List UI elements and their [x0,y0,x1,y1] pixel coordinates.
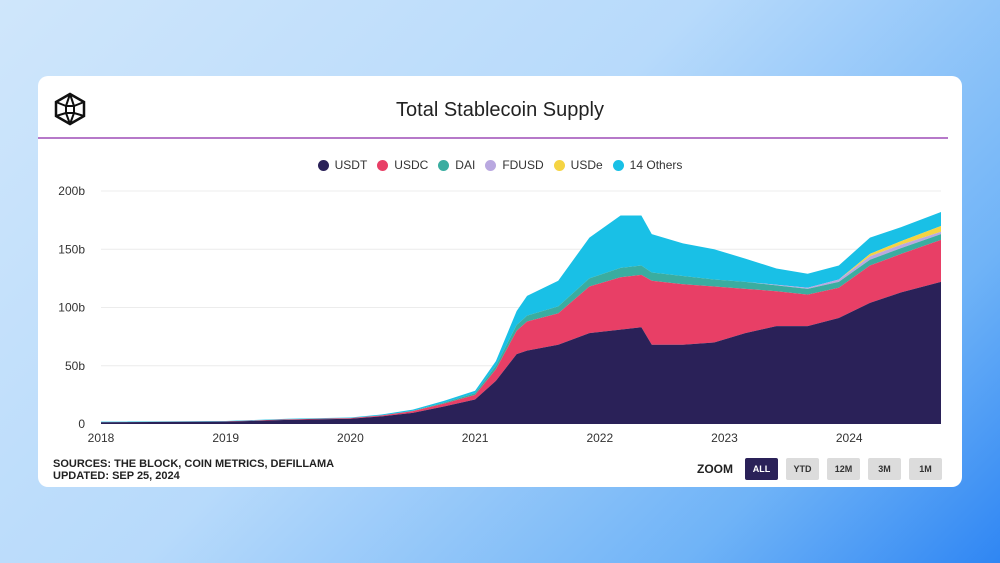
area-usdt[interactable] [101,281,941,424]
zoom-1m-button[interactable]: 1M [909,458,942,480]
footer: SOURCES: THE BLOCK, COIN METRICS, DEFILL… [53,458,334,482]
chart-title: Total Stablecoin Supply [396,99,604,121]
y-tick-label: 100b [58,301,85,315]
x-tick-label: 2022 [586,431,613,445]
x-tick-label: 2023 [711,431,738,445]
legend-label: 14 Others [629,158,683,172]
zoom-label: ZOOM [697,462,733,476]
legend-item[interactable]: 14 Others [612,158,683,172]
legend-dot-icon [438,159,450,171]
legend-dot-icon [317,159,329,171]
updated-text: UPDATED: SEP 25, 2024 [53,470,180,482]
y-tick-label: 200b [58,184,85,198]
x-tick-label: 2020 [337,431,364,445]
x-tick-label: 2024 [836,431,863,445]
x-tick-label: 2021 [462,431,489,445]
legend-item[interactable]: USDC [377,158,428,172]
zoom-12m-button[interactable]: 12M [827,458,860,480]
legend-dot-icon [377,159,389,171]
legend-item[interactable]: FDUSD [485,158,544,172]
legend-label: FDUSD [502,158,544,172]
legend-label: USDC [394,158,429,172]
legend-dot-icon [612,159,624,171]
legend-dot-icon [485,159,497,171]
area-usdc[interactable] [101,239,941,423]
legend-item[interactable]: USDT [317,158,368,172]
legend-item[interactable]: DAI [438,158,475,172]
legend-item[interactable]: USDe [553,158,603,172]
zoom-3m-button[interactable]: 3M [868,458,901,480]
legend: USDT USDC DAI FDUSD USDe 14 Others [38,158,962,174]
zoom-controls: ZOOM ALL YTD 12M 3M 1M [697,458,942,480]
area-14-others[interactable] [101,211,941,423]
legend-dot-icon [553,159,565,171]
legend-label: USDT [334,158,368,172]
zoom-all-button[interactable]: ALL [745,458,778,480]
the-block-logo-icon [54,92,86,126]
area-dai[interactable] [101,234,941,423]
zoom-ytd-button[interactable]: YTD [786,458,819,480]
legend-label: DAI [455,158,476,172]
x-tick-label: 2019 [212,431,239,445]
legend-label: USDe [570,158,603,172]
y-tick-label: 0 [78,417,85,431]
y-tick-label: 50b [65,359,85,373]
chart-card: Total Stablecoin Supply USDT USDC DAI FDUSD… [38,76,962,487]
sources-text: SOURCES: THE BLOCK, COIN METRICS, DEFILL… [53,458,335,470]
y-tick-label: 150b [58,242,85,256]
stacked-area-chart: 0 50b 100b 150b 200b 2018 2019 2020 2021 2022 2023… [58,184,941,445]
x-tick-label: 2018 [88,431,115,445]
title-divider [38,137,948,139]
